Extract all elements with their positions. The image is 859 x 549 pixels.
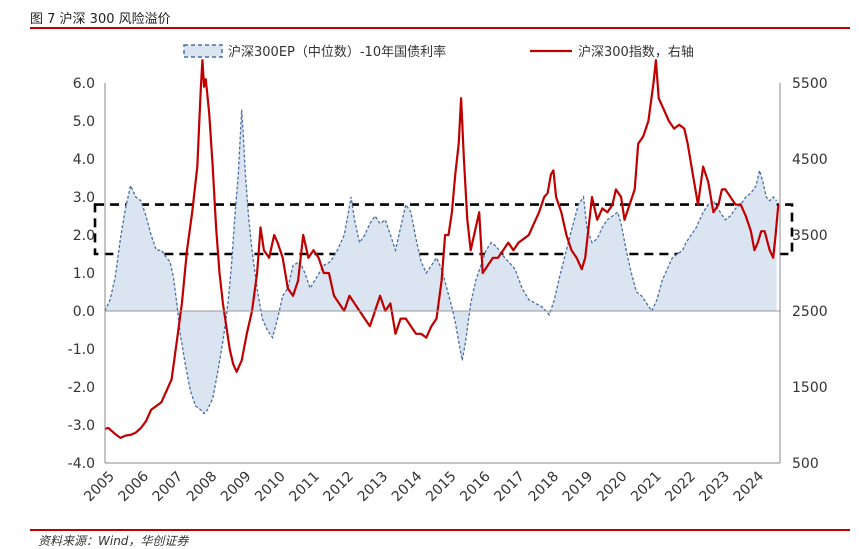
band-layer (93, 203, 794, 256)
legend-label-ep: 沪深300EP（中位数）-10年国债利率 (228, 44, 446, 60)
x-axis-tick-label: 2005 (81, 469, 118, 506)
source-note: 资料来源：Wind，华创证券 (38, 534, 189, 548)
series-layer (104, 59, 780, 439)
left-axis-tick-label: 6.0 (73, 76, 95, 92)
source-rule (30, 529, 850, 531)
left-axis-tick-label: -2.0 (68, 380, 95, 396)
right-axis-tick-label: 1500 (792, 380, 828, 396)
x-axis-tick-label: 2008 (184, 469, 221, 506)
left-axis-tick-label: 4.0 (73, 152, 95, 168)
ep-area (105, 109, 777, 414)
x-axis-tick-label: 2011 (286, 469, 323, 506)
right-axis-tick-label: 3500 (792, 228, 828, 244)
x-axis-tick-label: 2007 (150, 469, 187, 506)
left-axis-tick-label: 0.0 (73, 304, 95, 320)
x-axis-tick-label: 2009 (218, 469, 255, 506)
right-axis-tick-label: 2500 (792, 304, 828, 320)
x-axis-tick-label: 2024 (731, 468, 768, 505)
left-axis-tick-label: -4.0 (68, 456, 95, 472)
ep-line (104, 109, 778, 415)
left-axis-tick-label: 2.0 (73, 228, 95, 244)
legend: 沪深300EP（中位数）-10年国债利率 沪深300指数，右轴 (183, 44, 694, 60)
x-axis-tick-label: 2021 (628, 469, 665, 506)
x-axis-tick-label: 2006 (115, 468, 152, 505)
x-axis-tick-label: 2010 (252, 469, 289, 506)
x-axis-tick-label: 2019 (560, 469, 597, 506)
x-axis-tick-label: 2013 (355, 469, 392, 506)
right-axis-tick-label: 500 (792, 456, 819, 472)
x-axis-tick-label: 2012 (321, 469, 358, 506)
figure-title: 图 7 沪深 300 风险溢价 (30, 12, 171, 27)
left-axis-tick-label: 3.0 (73, 190, 95, 206)
left-axis-tick-label: -3.0 (68, 418, 95, 434)
x-axis-tick-label: 2018 (526, 469, 563, 506)
x-axis-tick-label: 2017 (491, 469, 528, 506)
x-axis-tick-label: 2023 (697, 469, 734, 506)
index-line (104, 59, 780, 439)
right-axis-tick-label: 4500 (792, 152, 828, 168)
risk-band-box (93, 203, 794, 256)
left-axis-tick-label: 5.0 (73, 114, 95, 130)
left-axis-tick-label: -1.0 (68, 342, 95, 358)
x-axis-tick-label: 2022 (662, 469, 699, 506)
legend-label-index: 沪深300指数，右轴 (578, 44, 694, 60)
left-axis-tick-label: 1.0 (73, 266, 95, 282)
x-axis-tick-label: 2020 (594, 469, 631, 506)
x-axis-tick-label: 2016 (457, 468, 494, 505)
legend-swatch-ep (183, 44, 223, 58)
x-axis-tick-label: 2015 (423, 469, 460, 506)
title-rule (30, 27, 850, 29)
x-axis-tick-label: 2014 (389, 468, 426, 505)
right-axis-tick-label: 5500 (792, 76, 828, 92)
